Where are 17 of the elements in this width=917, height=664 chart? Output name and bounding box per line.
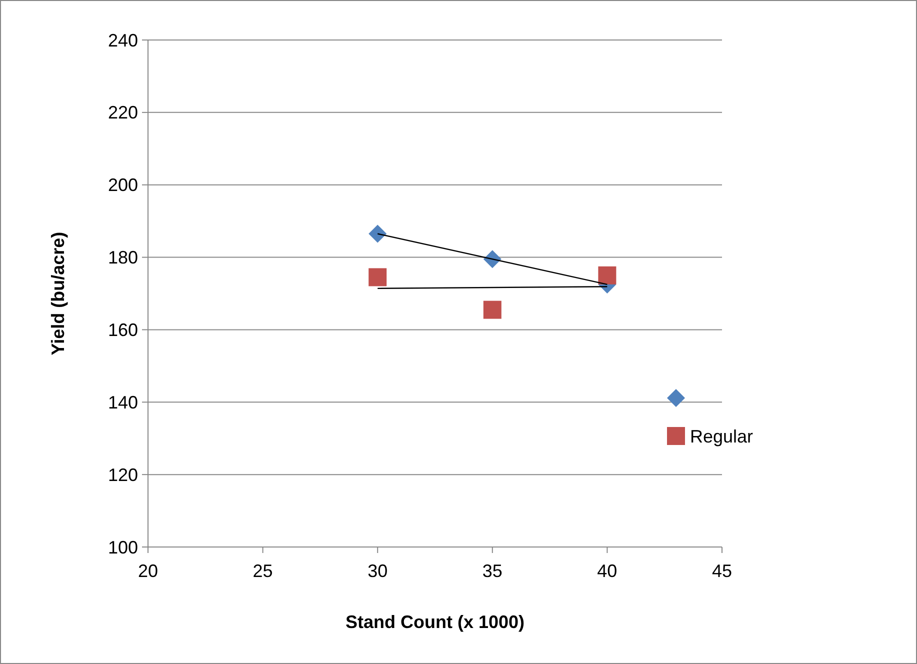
x-tick-label: 45	[712, 561, 732, 581]
x-tick-label: 30	[368, 561, 388, 581]
y-axis-title: Yield (bu/acre)	[48, 232, 68, 356]
y-tick-label: 120	[108, 464, 138, 485]
x-tick-label: 20	[138, 561, 158, 581]
y-tick-label: 240	[108, 30, 138, 50]
x-tick-label: 35	[482, 561, 502, 581]
legend-label: Regular	[690, 426, 754, 446]
y-tick-label: 140	[108, 392, 138, 412]
y-tick-label: 100	[108, 537, 138, 558]
x-tick-label: 40	[597, 561, 618, 581]
x-tick-label: 25	[252, 561, 273, 581]
y-tick-label: 160	[108, 320, 138, 340]
y-tick-label: 180	[108, 248, 138, 268]
y-tick-label: 220	[108, 102, 138, 123]
y-tick-label: 200	[108, 175, 138, 196]
x-axis-title: Stand Count (x 1000)	[345, 612, 525, 632]
